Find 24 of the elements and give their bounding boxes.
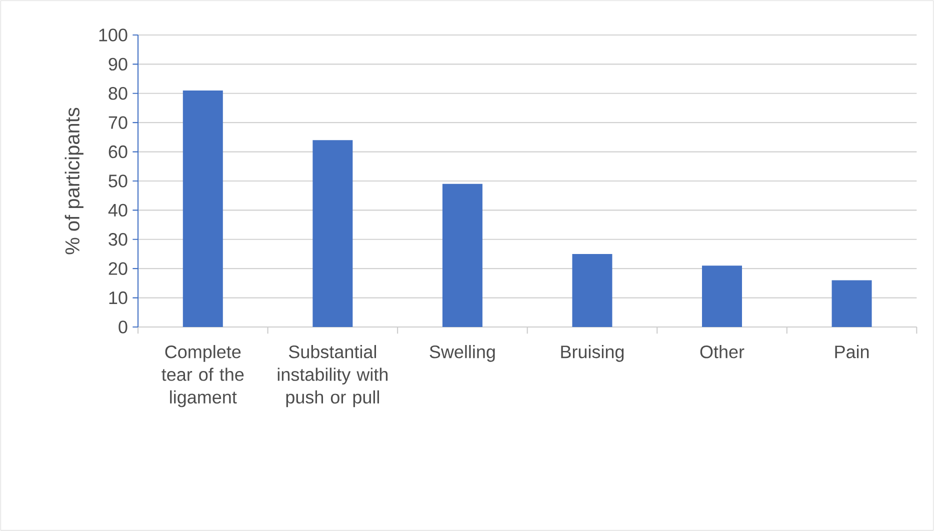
x-tick-label: Other bbox=[700, 345, 744, 358]
bar bbox=[442, 184, 482, 327]
x-tick-label: Bruising bbox=[561, 345, 624, 362]
bar bbox=[832, 280, 872, 327]
y-tick-label: 0 bbox=[118, 320, 128, 334]
bar bbox=[312, 140, 353, 327]
x-tick-label: Complete tear of the ligament bbox=[162, 345, 244, 408]
y-tick-label: 40 bbox=[108, 204, 128, 217]
y-tick-label: 50 bbox=[108, 174, 128, 188]
y-tick-label: 60 bbox=[108, 145, 128, 158]
bar bbox=[182, 90, 223, 327]
bar bbox=[702, 266, 742, 327]
y-tick-label: 80 bbox=[108, 87, 128, 100]
bar bbox=[572, 254, 612, 327]
y-tick-label: 90 bbox=[108, 58, 128, 71]
x-tick-label: Substantial instability with push or pull bbox=[278, 345, 388, 408]
x-tick-label: Swelling bbox=[430, 345, 495, 362]
y-tick-label: 100 bbox=[99, 28, 128, 42]
x-tick-label: Pain bbox=[835, 345, 869, 358]
y-axis-title: % of participants bbox=[64, 108, 84, 254]
y-tick-label: 20 bbox=[108, 262, 128, 275]
y-tick-label: 30 bbox=[108, 233, 128, 246]
y-tick-label: 10 bbox=[109, 291, 128, 304]
y-tick-label: 70 bbox=[108, 116, 128, 129]
